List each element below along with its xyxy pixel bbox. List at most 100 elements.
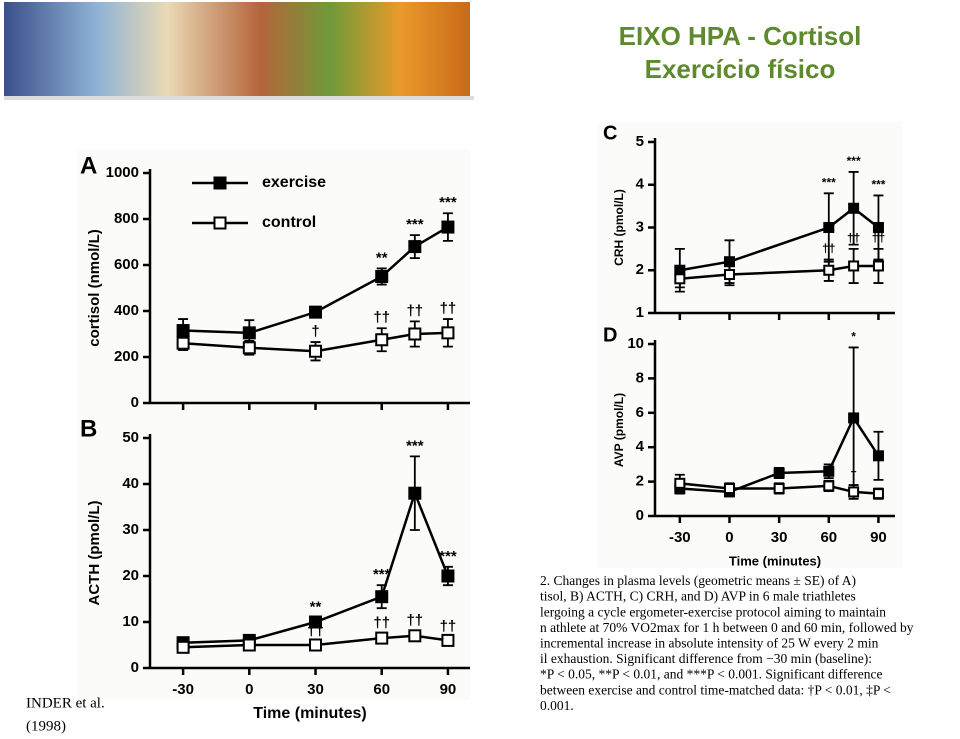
panel-label: B bbox=[80, 415, 97, 442]
data-point bbox=[872, 488, 884, 500]
y-tick-label: 0 bbox=[131, 659, 139, 676]
significance-label: †† bbox=[406, 612, 423, 629]
y-tick-label: 30 bbox=[122, 521, 139, 538]
caption-line: il exhaustion. Significant difference fr… bbox=[540, 651, 872, 666]
caption-line: *P < 0.05, **P < 0.01, and ***P < 0.001.… bbox=[540, 667, 882, 682]
x-tick-label: 0 bbox=[725, 529, 733, 546]
y-tick-label: 400 bbox=[114, 302, 139, 319]
y-axis-label: AVP (pmol/L) bbox=[612, 393, 626, 467]
y-axis-label: ACTH (pmol/L) bbox=[86, 501, 103, 606]
significance-label: †† bbox=[440, 618, 457, 635]
data-point bbox=[375, 270, 389, 283]
y-tick-label: 5 bbox=[636, 133, 644, 150]
data-point bbox=[872, 260, 884, 272]
data-point bbox=[674, 477, 686, 489]
data-point bbox=[408, 240, 422, 254]
caption-line: n athlete at 70% VO2max for 1 h between … bbox=[540, 620, 914, 635]
data-point bbox=[242, 638, 256, 652]
data-point bbox=[872, 450, 884, 462]
data-point bbox=[773, 467, 785, 479]
data-point bbox=[823, 465, 835, 477]
data-point bbox=[823, 264, 835, 276]
y-tick-label: 10 bbox=[122, 613, 139, 630]
data-point bbox=[723, 269, 735, 281]
significance-label: †† bbox=[373, 309, 390, 326]
x-tick-label: -30 bbox=[172, 681, 194, 698]
legend-label: exercise bbox=[262, 174, 326, 191]
data-point bbox=[408, 486, 422, 500]
significance-label: †† bbox=[307, 623, 324, 640]
data-point bbox=[848, 486, 860, 498]
caption-line: incremental increase in absolute intensi… bbox=[540, 635, 879, 650]
data-point bbox=[723, 482, 735, 494]
significance-label: †† bbox=[373, 614, 390, 631]
data-point bbox=[441, 569, 455, 583]
panel-label: C bbox=[603, 122, 617, 144]
caption-line: 2. Changes in plasma levels (geometric m… bbox=[540, 573, 856, 588]
y-tick-label: 3 bbox=[636, 218, 644, 235]
x-tick-label: 60 bbox=[820, 529, 837, 546]
data-point bbox=[309, 305, 323, 319]
x-tick-label: 0 bbox=[245, 681, 253, 698]
citation: (1998) bbox=[26, 718, 66, 734]
banner-shadow bbox=[4, 96, 474, 100]
banner-image bbox=[4, 2, 470, 96]
data-point bbox=[242, 341, 256, 355]
legend-label: control bbox=[262, 214, 316, 231]
data-point bbox=[176, 336, 190, 350]
x-tick-label: 90 bbox=[870, 529, 887, 546]
x-axis-label: Time (minutes) bbox=[253, 705, 367, 722]
data-point bbox=[176, 640, 190, 654]
significance-label: ** bbox=[376, 249, 388, 266]
series-line bbox=[679, 415, 880, 494]
significance-label: *** bbox=[439, 194, 457, 211]
significance-label: †† bbox=[847, 231, 860, 245]
y-tick-label: 8 bbox=[636, 369, 644, 386]
significance-label: *** bbox=[871, 178, 885, 192]
significance-label: *** bbox=[439, 548, 457, 565]
data-point bbox=[408, 629, 422, 643]
legend-marker bbox=[213, 216, 227, 230]
data-point bbox=[375, 590, 389, 604]
data-point bbox=[309, 638, 323, 652]
significance-label: † bbox=[311, 323, 319, 340]
significance-label: *** bbox=[373, 566, 391, 583]
data-point bbox=[242, 326, 256, 340]
y-tick-label: 1000 bbox=[106, 164, 139, 181]
data-point bbox=[441, 220, 455, 234]
data-point bbox=[872, 222, 884, 233]
x-tick-label: 30 bbox=[771, 529, 788, 546]
y-tick-label: 4 bbox=[636, 176, 645, 193]
y-tick-label: 10 bbox=[627, 335, 644, 352]
slide-subtitle: Exercício físico bbox=[645, 54, 836, 84]
y-tick-label: 0 bbox=[131, 394, 139, 411]
significance-label: *** bbox=[822, 175, 836, 189]
x-tick-label: -30 bbox=[669, 529, 691, 546]
significance-label: *** bbox=[406, 437, 424, 454]
caption-line: 0.001. bbox=[540, 698, 574, 713]
series-line bbox=[183, 489, 450, 644]
panel-label: D bbox=[603, 324, 617, 346]
x-tick-label: 60 bbox=[373, 681, 390, 698]
citation: INDER et al. bbox=[26, 695, 105, 711]
data-point bbox=[848, 260, 860, 272]
data-point bbox=[848, 202, 860, 214]
caption: 2. Changes in plasma levels (geometric m… bbox=[540, 573, 914, 713]
legend-marker bbox=[213, 176, 227, 190]
data-point bbox=[375, 631, 389, 645]
panel-label: A bbox=[80, 152, 97, 179]
panel-ab bbox=[78, 150, 470, 700]
significance-label: †† bbox=[822, 242, 835, 256]
y-tick-label: 6 bbox=[636, 404, 644, 421]
y-tick-label: 20 bbox=[122, 567, 139, 584]
data-point bbox=[823, 480, 835, 492]
data-point bbox=[674, 273, 686, 285]
x-tick-label: 90 bbox=[440, 681, 457, 698]
y-tick-label: 800 bbox=[114, 210, 139, 227]
y-tick-label: 2 bbox=[636, 261, 644, 278]
data-point bbox=[309, 615, 323, 629]
data-point bbox=[773, 482, 785, 494]
data-point bbox=[441, 326, 455, 340]
data-point bbox=[823, 222, 835, 233]
